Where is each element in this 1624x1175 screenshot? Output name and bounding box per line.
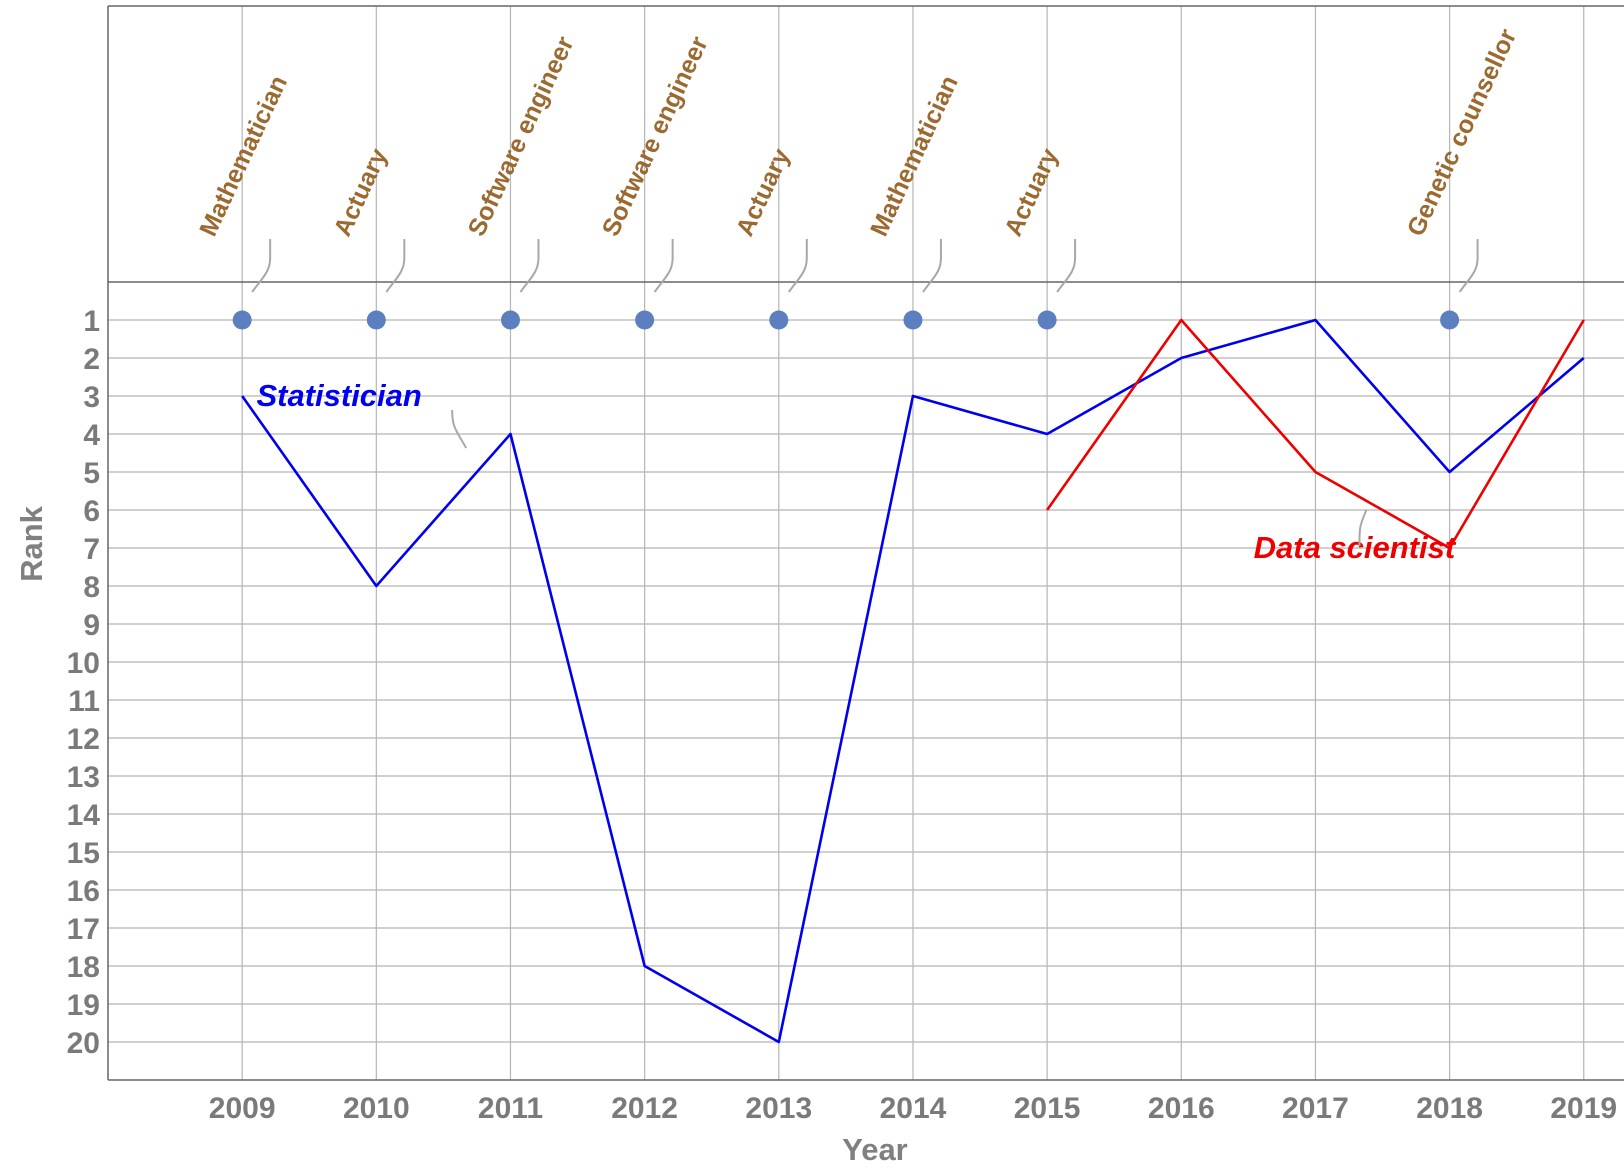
x-tick-label: 2017	[1282, 1092, 1349, 1125]
y-tick-label: 20	[67, 1027, 100, 1060]
y-tick-label: 3	[83, 381, 100, 414]
top-job-label: Mathematician	[865, 71, 964, 240]
x-tick-label: 2015	[1014, 1092, 1081, 1125]
y-tick-label: 13	[67, 761, 100, 794]
top-job-label: Software engineer	[463, 32, 580, 240]
y-axis-label: Rank	[14, 505, 49, 582]
leader-line	[1458, 239, 1479, 293]
series-line	[241, 318, 1585, 1044]
top-job-dot	[1440, 310, 1460, 330]
top-job-label: Actuary	[328, 144, 393, 240]
top-job-label: Actuary	[999, 144, 1064, 240]
top-job-label: Genetic counsellor	[1402, 24, 1523, 240]
top-job-dot	[232, 310, 252, 330]
leader-line	[385, 239, 406, 293]
y-tick-label: 14	[67, 799, 101, 832]
leader-line	[922, 239, 942, 293]
leader-line	[451, 409, 468, 449]
top-job-dot	[500, 310, 520, 330]
leader-line	[519, 239, 540, 293]
y-tick-label: 2	[83, 343, 100, 376]
x-tick-label: 2013	[745, 1092, 812, 1125]
series-label: Statistician	[256, 378, 421, 413]
y-tick-label: 1	[83, 305, 100, 338]
series-label: Data scientist	[1254, 530, 1457, 565]
y-tick-label: 5	[83, 457, 100, 490]
leader-line	[1056, 239, 1077, 293]
x-tick-label: 2012	[611, 1092, 678, 1125]
series-line	[1046, 318, 1585, 550]
leader-line	[787, 239, 808, 293]
top-job-dot	[366, 310, 386, 330]
top-job-dot	[769, 310, 789, 330]
top-job-label: Mathematician	[194, 71, 293, 240]
y-tick-label: 18	[67, 951, 100, 984]
top-job-label: Software engineer	[597, 32, 714, 240]
x-tick-label: 2011	[478, 1092, 543, 1125]
x-axis-label: Year	[842, 1132, 908, 1167]
y-tick-label: 12	[67, 723, 100, 756]
x-tick-label: 2018	[1416, 1092, 1483, 1125]
x-tick-label: 2010	[343, 1092, 410, 1125]
y-tick-label: 7	[83, 533, 100, 566]
y-tick-label: 16	[67, 875, 100, 908]
y-tick-label: 10	[67, 647, 100, 680]
y-tick-label: 6	[83, 495, 100, 528]
y-tick-label: 4	[83, 419, 100, 452]
y-tick-label: 17	[67, 913, 100, 946]
x-tick-label: 2016	[1148, 1092, 1215, 1125]
x-tick-label: 2014	[880, 1092, 947, 1125]
x-tick-label: 2019	[1550, 1092, 1617, 1125]
top-job-dot	[635, 310, 655, 330]
top-job-dot	[1037, 310, 1057, 330]
y-tick-label: 9	[83, 609, 100, 642]
y-tick-label: 8	[83, 571, 100, 604]
leader-line	[251, 239, 272, 293]
x-tick-label: 2009	[209, 1092, 276, 1125]
leader-line	[1358, 509, 1368, 547]
leader-line	[653, 239, 674, 293]
top-job-dot	[903, 310, 923, 330]
y-tick-label: 19	[67, 989, 100, 1022]
top-job-label: Actuary	[731, 144, 796, 240]
y-tick-label: 15	[67, 837, 100, 870]
y-tick-label: 11	[68, 685, 100, 718]
